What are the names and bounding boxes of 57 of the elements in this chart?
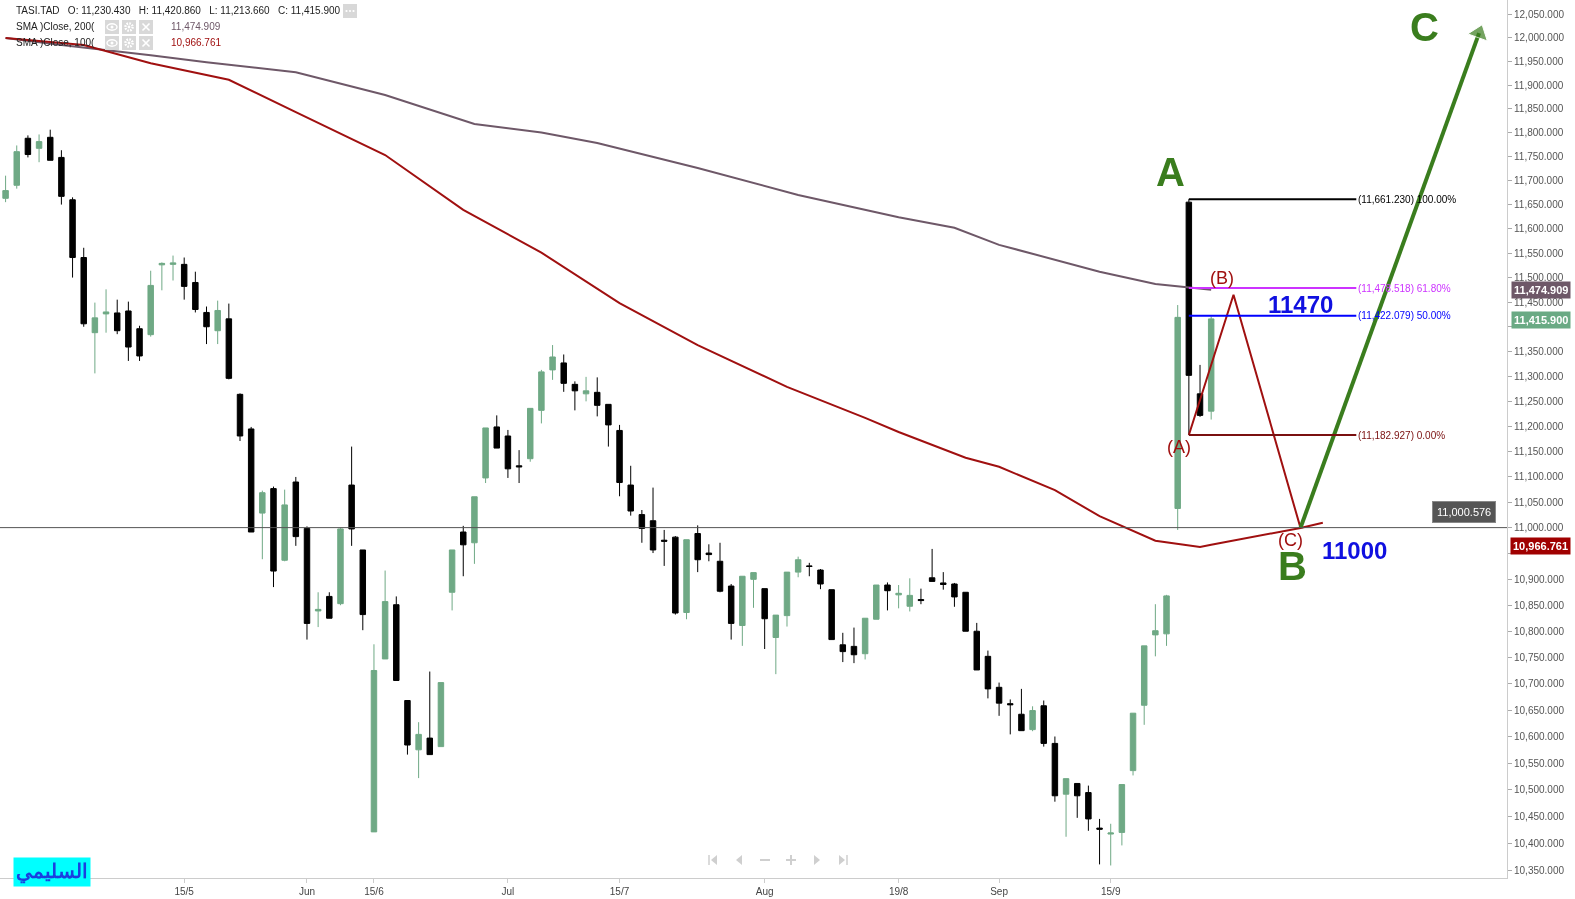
x-tick-label: Sep: [990, 886, 1009, 897]
ref-line-label: 11,000.576: [1437, 506, 1492, 518]
x-tick-label: Aug: [755, 886, 774, 897]
y-tick-label: 11,150.000: [1514, 446, 1564, 458]
y-tick-label: 11,650.000: [1514, 199, 1564, 211]
annotation: (B): [1210, 268, 1234, 288]
x-tick-label: 15/9: [1100, 886, 1121, 897]
annotation: 11,474.909: [171, 20, 221, 34]
x-tick-label: 19/8: [888, 886, 909, 897]
annotation: A: [1156, 150, 1185, 194]
y-tick-label: 10,400.000: [1514, 838, 1565, 850]
series-label: SMA )Close, 200(: [16, 20, 96, 34]
y-tick-label: 11,600.000: [1514, 223, 1564, 235]
y-tick-label: 11,800.000: [1514, 127, 1564, 139]
y-tick-label: 11,950.000: [1514, 55, 1564, 67]
y-tick-label: 10,350.000: [1514, 865, 1565, 877]
y-tick-label: 10,600.000: [1514, 731, 1565, 743]
text: 11,474.909: [1514, 284, 1569, 296]
x-tick-label: Jun: [298, 886, 316, 897]
y-tick-label: 11,700.000: [1514, 174, 1564, 186]
y-tick-label: 11,000.000: [1514, 522, 1564, 534]
x-tick-label: 15/5: [174, 886, 195, 897]
y-tick-label: 11,500.000: [1514, 272, 1564, 284]
x-tick-label: 15/6: [364, 886, 385, 897]
annotation: TASI.TAD O: 11,230.430 H: 11,420.860 L: 11,213.660 C: 11,415.900: [16, 4, 341, 18]
y-tick-label: 11,750.000: [1514, 150, 1564, 162]
y-tick-label: 11,100.000: [1514, 471, 1564, 483]
text: 10,966.761: [1513, 540, 1569, 552]
annotation: 11470: [1268, 291, 1334, 318]
ref-line-label: (11,182.927) 0.00%: [1358, 430, 1446, 441]
y-tick-label: 10,800.000: [1514, 625, 1565, 637]
y-tick-label: 11,050.000: [1514, 496, 1564, 508]
x-tick-label: Jul: [501, 886, 515, 897]
annotation: C: [1410, 5, 1439, 49]
x-tick-label: 15/7: [609, 886, 630, 897]
y-tick-label: 12,050.000: [1514, 8, 1565, 20]
y-tick-label: 11,550.000: [1514, 247, 1564, 259]
y-tick-label: 11,900.000: [1514, 79, 1564, 91]
y-tick-label: 11,300.000: [1514, 370, 1564, 382]
y-tick-label: 10,850.000: [1514, 599, 1565, 611]
y-tick-label: 10,450.000: [1514, 811, 1565, 823]
y-tick-label: 10,650.000: [1514, 704, 1565, 716]
text: 11,415.900: [1514, 314, 1569, 326]
y-tick-label: 10,550.000: [1514, 757, 1565, 769]
annotation: السليمي: [16, 860, 88, 884]
y-tick-label: 12,000.000: [1514, 32, 1565, 44]
y-tick-label: 11,850.000: [1514, 103, 1564, 115]
y-tick-label: 10,700.000: [1514, 678, 1565, 690]
y-tick-label: 11,350.000: [1514, 346, 1564, 358]
annotation: 10,966.761: [171, 36, 222, 50]
y-tick-label: 11,250.000: [1514, 395, 1564, 407]
annotation: 11000: [1322, 537, 1388, 564]
y-tick-label: 10,900.000: [1514, 573, 1565, 585]
y-tick-label: 11,200.000: [1514, 420, 1564, 432]
y-tick-label: 10,750.000: [1514, 651, 1565, 663]
y-tick-label: 10,500.000: [1514, 784, 1565, 796]
y-tick-label: 11,450.000: [1514, 296, 1564, 308]
